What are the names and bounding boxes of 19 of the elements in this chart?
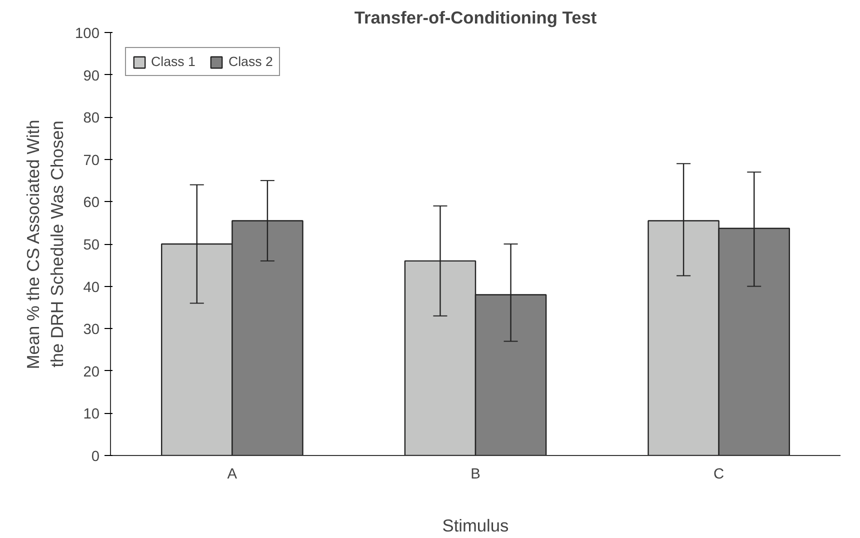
y-axis-title: Mean % the CS Associated With the DRH Schedule Was Chosen	[23, 120, 68, 370]
chart-title: Transfer-of-Conditioning Test	[354, 8, 597, 28]
y-tick-label: 90	[83, 68, 100, 84]
legend-label: Class 2	[228, 54, 273, 69]
y-tick-label: 60	[83, 195, 100, 212]
x-tick-label: A	[227, 466, 238, 482]
x-tick-label: C	[714, 466, 725, 482]
y-tick-label: 50	[83, 238, 100, 254]
x-axis-title: Stimulus	[442, 516, 510, 536]
y-tick-label: 10	[83, 406, 100, 423]
y-tick-label: 80	[83, 110, 100, 127]
y-tick-label: 0	[91, 449, 100, 465]
x-tick-label: B	[470, 466, 480, 482]
y-tick-label: 40	[83, 280, 100, 296]
y-tick-label: 20	[83, 364, 100, 380]
y-tick-label: 30	[83, 322, 100, 338]
y-tick-label: 100	[75, 26, 100, 42]
legend-label: Class 1	[151, 54, 196, 69]
y-tick-label: 70	[83, 152, 100, 169]
